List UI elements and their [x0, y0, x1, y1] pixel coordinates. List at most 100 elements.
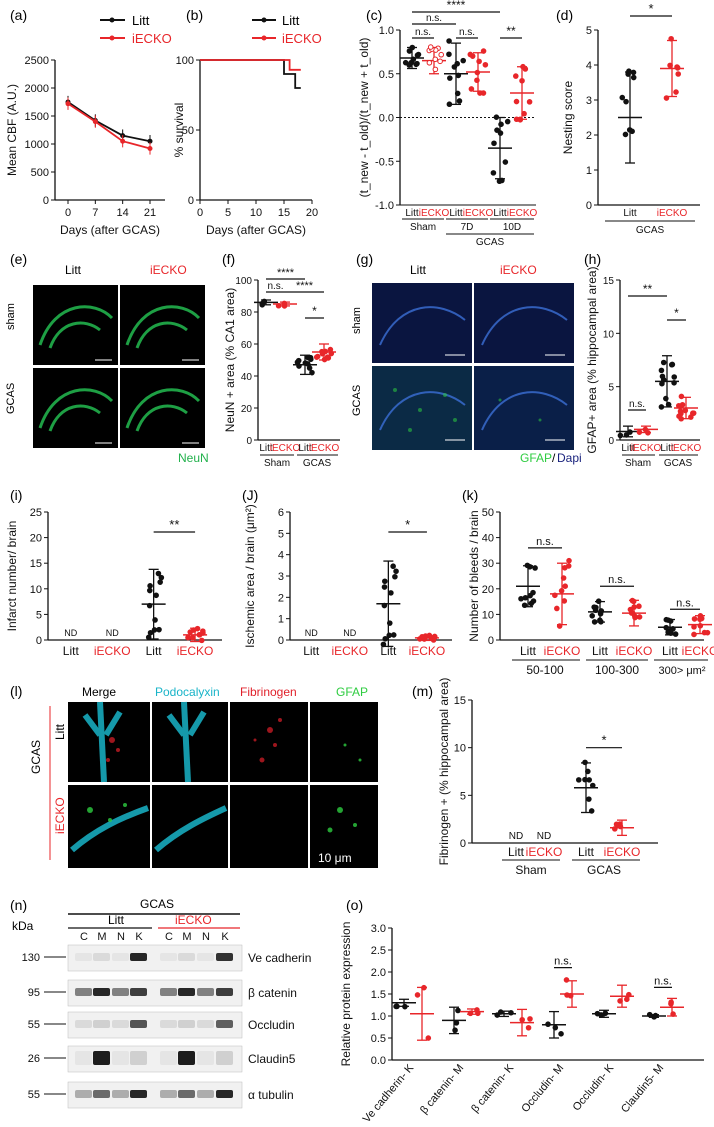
x-category-label: Litt [259, 443, 273, 454]
y-tick-label: 10 [30, 584, 42, 596]
y-tick-label: 10 [454, 743, 466, 755]
data-point [558, 587, 565, 594]
panel-j-axes: 0 1 2 3 4 5 6 Ischemic area / brain (μm²) ND ND Li… [243, 504, 452, 658]
data-point [309, 369, 315, 376]
panel-b-legend: Litt iECKO [252, 13, 322, 46]
data-point [386, 632, 393, 639]
data-point [668, 999, 674, 1006]
y-tick-label: 60 [241, 340, 253, 351]
x-tick-label: 0 [197, 207, 203, 219]
y-tick-label: 2000 [25, 83, 49, 95]
y-tick-label: 1.0 [371, 1011, 386, 1023]
data-point [675, 71, 682, 77]
y-tick-label: 3 [586, 95, 592, 107]
y-tick-label: 0.5 [379, 69, 394, 81]
data-point [158, 574, 165, 581]
blot-band [130, 1020, 147, 1028]
data-point [592, 607, 599, 614]
sig-label: * [405, 517, 410, 532]
x-category-label: iECKO [409, 644, 446, 658]
data-point [382, 635, 389, 642]
y-tick-label: 2 [586, 130, 592, 142]
data-point [524, 562, 531, 569]
y-tick-label: 20 [241, 404, 253, 415]
blot-band [112, 1051, 129, 1065]
data-point [120, 138, 126, 144]
blot-band [93, 988, 110, 996]
y-tick-label: 1500 [25, 111, 49, 123]
data-point [414, 60, 420, 67]
y-tick-label: 3 [278, 571, 284, 583]
data-point [145, 634, 152, 641]
x-category-label: Occludin- M [519, 1062, 566, 1115]
data-point [629, 610, 636, 616]
sig-label: **** [296, 280, 314, 292]
data-point [562, 583, 568, 589]
panel-d-axes: 0 1 2 3 4 5 Nesting score Litt iECKO GCAS * [561, 1, 700, 236]
data-point [651, 1014, 657, 1020]
blot-band [75, 988, 92, 996]
data-point [679, 401, 686, 408]
y-tick-label: 1000 [25, 139, 49, 151]
data-point [526, 99, 533, 105]
data-point [672, 631, 679, 637]
data-point [324, 354, 331, 360]
panel-e: (e) Litt iECKO sham GCAS NeuN [5, 251, 209, 465]
data-point [275, 302, 282, 309]
group-label: Sham [410, 222, 436, 233]
y-tick-label: 2500 [25, 55, 49, 67]
data-point [665, 617, 672, 623]
x-category-label: iECKO [331, 644, 368, 658]
x-axis-label: Days (after GCAS) [60, 223, 160, 237]
y-axis-label: Number of bleeds / brain [467, 510, 481, 641]
y-tick-label: 5 [36, 609, 42, 621]
blot-band [216, 988, 233, 996]
y-tick-label: 2.0 [371, 967, 386, 979]
blot-band [112, 1020, 129, 1028]
data-point [499, 177, 505, 184]
sig-label: **** [277, 267, 295, 279]
blot-band [112, 1090, 129, 1098]
y-axis-label: Relative protein expression [339, 922, 353, 1067]
panel-g: (g) Litt iECKO sham GCAS GFAP / Dapi [351, 251, 582, 465]
nd-label: ND [305, 628, 318, 638]
panel-l-letter: (l) [10, 683, 22, 699]
y-tick-label: 30 [482, 558, 494, 570]
y-tick-label: 100 [235, 276, 252, 287]
data-point [521, 110, 527, 117]
blot-band [160, 1090, 177, 1098]
data-point [588, 808, 595, 814]
data-point [189, 635, 196, 641]
data-point [629, 597, 636, 604]
y-tick-label: 0 [460, 838, 466, 850]
y-axis-label: (t_new - t_old)/(t_new + t_old) [357, 38, 371, 198]
y-tick-label: 80 [241, 308, 253, 319]
series-line-litt [67, 101, 151, 143]
panel-k-letter: (k) [462, 487, 478, 503]
data-point [688, 414, 694, 420]
data-point [673, 89, 679, 95]
data-point [561, 598, 568, 604]
panel-h-axes: 0 5 10 15 GFAP+ area (% hippocampal area) Lit… [585, 266, 702, 469]
data-point [313, 354, 320, 360]
panel-c-axes: -1.0 -0.5 0.0 0.5 1.0 (t_new - t_old)/(t_new … [357, 0, 538, 248]
y-tick-label: 10 [603, 329, 615, 340]
lane-label: N [117, 931, 125, 943]
y-tick-label: 500 [31, 167, 49, 179]
data-point [575, 777, 582, 783]
x-category-label: Litt [623, 208, 637, 219]
data-point [421, 984, 427, 991]
survival-curve-iecko [200, 59, 301, 71]
blot-band [130, 988, 147, 996]
x-tick-label: 20 [306, 207, 318, 219]
data-point [545, 1021, 551, 1028]
x-category-label: Litt [405, 208, 419, 219]
y-tick-label: -0.5 [375, 156, 394, 168]
data-point [390, 563, 396, 570]
y-tick-label: 2 [278, 592, 284, 604]
x-category-label: Litt [660, 443, 674, 454]
